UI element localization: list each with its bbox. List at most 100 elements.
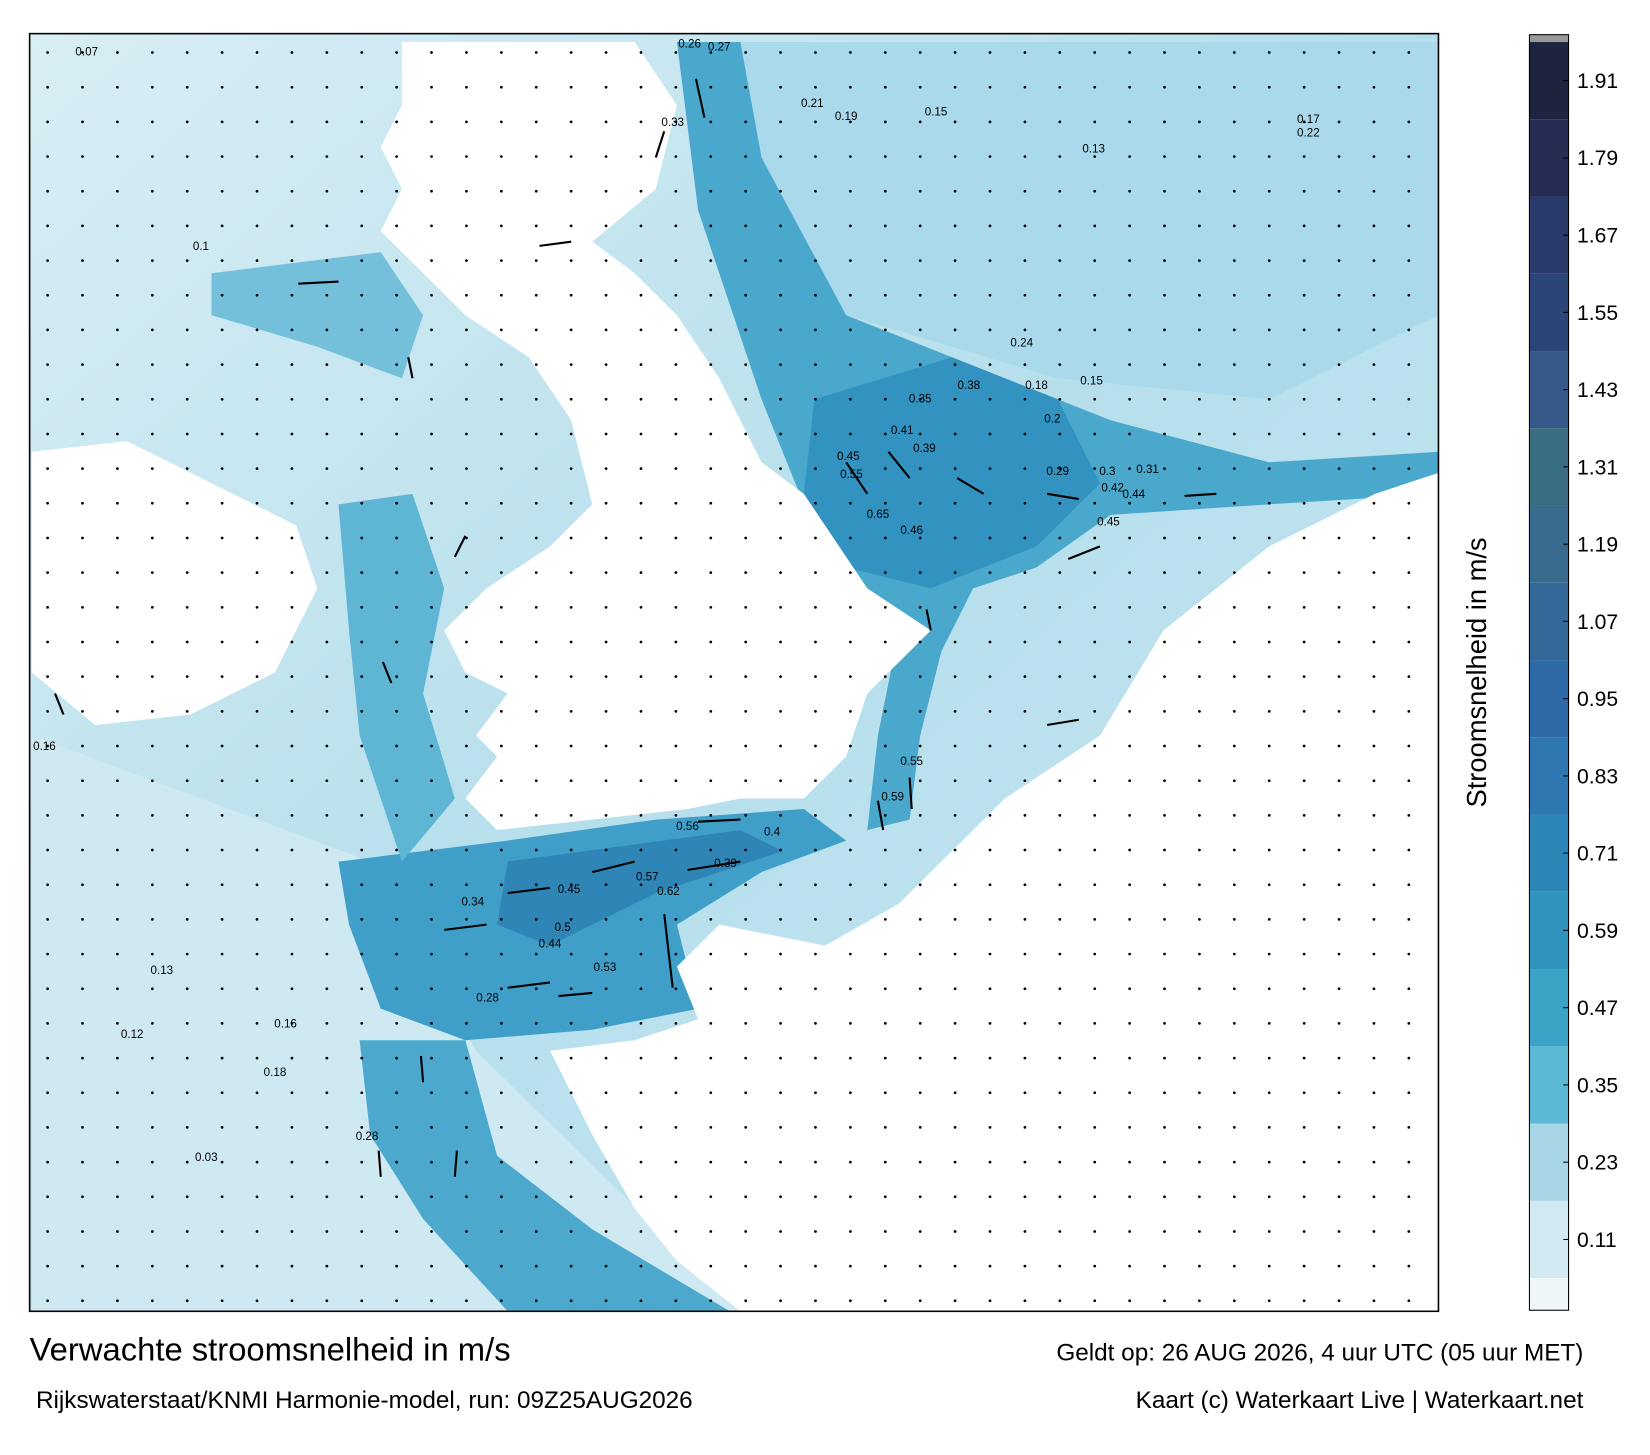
grid-dot [849, 328, 852, 332]
grid-dot [360, 51, 364, 54]
grid-dot [814, 397, 817, 401]
grid-dot [1058, 224, 1062, 228]
grid-dot [953, 605, 957, 609]
grid-dot [569, 501, 573, 505]
grid-dot [1163, 501, 1166, 505]
grid-dot [779, 640, 782, 644]
grid-dot [220, 189, 224, 193]
grid-dot [1372, 883, 1376, 887]
grid-dot [709, 51, 713, 54]
speed-label: 0.13 [1082, 143, 1105, 155]
grid-dot [744, 1126, 748, 1129]
grid-dot [814, 952, 817, 956]
grid-dot [709, 883, 713, 887]
grid-dot [569, 328, 573, 332]
colorbar-tick-label: 1.79 [1577, 147, 1618, 170]
grid-dot [81, 293, 84, 297]
grid-dot [1093, 744, 1097, 748]
grid-dot [1023, 1195, 1027, 1199]
colorbar-cap [1529, 34, 1569, 43]
grid-dot [220, 536, 224, 540]
grid-dot [988, 709, 992, 713]
grid-dot [395, 120, 399, 124]
grid-dot [639, 1195, 643, 1199]
grid-dot [1232, 605, 1236, 609]
grid-dot [639, 1056, 643, 1060]
grid-dot [709, 397, 713, 401]
grid-dot [81, 1126, 84, 1129]
grid-dot [569, 1299, 573, 1303]
grid-dot [1058, 813, 1062, 817]
grid-dot [918, 1299, 922, 1303]
grid-dot [1267, 120, 1271, 124]
grid-dot [988, 779, 992, 783]
grid-dot [1267, 1126, 1271, 1129]
grid-dot [465, 744, 468, 748]
grid-dot [499, 1091, 503, 1095]
speed-label: 0.53 [594, 962, 617, 974]
grid-dot [46, 155, 49, 158]
grid-dot [953, 536, 957, 540]
grid-dot [779, 467, 782, 470]
grid-dot [499, 571, 503, 575]
grid-dot [883, 848, 887, 852]
grid-dot [465, 189, 468, 193]
grid-dot [534, 848, 538, 852]
speed-label: 0.16 [33, 741, 56, 753]
grid-dot [150, 571, 154, 575]
grid-dot [639, 259, 643, 262]
grid-dot [953, 1299, 957, 1303]
credit: Kaart (c) Waterkaart Live | Waterkaart.n… [1136, 1387, 1584, 1414]
speed-label: 0.65 [867, 509, 890, 521]
grid-dot [220, 675, 224, 679]
grid-dot [1337, 605, 1341, 609]
grid-dot [81, 1299, 84, 1303]
grid-dot [1023, 605, 1027, 609]
grid-dot [46, 224, 49, 228]
speed-label: 0.3 [1099, 466, 1115, 478]
grid-dot [604, 536, 608, 540]
speed-label: 0.4 [764, 826, 781, 838]
grid-dot [709, 1022, 713, 1025]
grid-dot [779, 432, 782, 436]
grid-dot [1407, 536, 1411, 540]
grid-dot [534, 1126, 538, 1129]
grid-dot [81, 1160, 84, 1164]
grid-dot [1058, 675, 1062, 679]
colorbar-band [1529, 505, 1569, 583]
grid-dot [1023, 328, 1027, 332]
colorbar-band [1529, 1278, 1569, 1311]
grid-dot [988, 259, 992, 262]
grid-dot [953, 883, 957, 887]
grid-dot [116, 883, 119, 887]
grid-dot [1407, 51, 1411, 54]
grid-dot [1232, 259, 1236, 262]
grid-dot [499, 293, 503, 297]
grid-dot [604, 189, 608, 193]
grid-dot [46, 1022, 49, 1025]
grid-dot [988, 987, 992, 991]
grid-dot [1058, 501, 1062, 505]
grid-dot [430, 363, 433, 366]
grid-dot [849, 987, 852, 991]
grid-dot [465, 1230, 468, 1233]
grid-dot [953, 501, 957, 505]
grid-dot [1198, 1195, 1201, 1199]
grid-dot [1128, 51, 1131, 54]
grid-dot [360, 536, 364, 540]
grid-dot [674, 189, 678, 193]
grid-dot [81, 397, 84, 401]
grid-dot [1128, 432, 1131, 436]
grid-dot [395, 1264, 399, 1268]
grid-dot [430, 397, 433, 401]
colorbar-tick-label: 1.55 [1577, 302, 1618, 325]
grid-dot [744, 1160, 748, 1164]
grid-dot [988, 918, 992, 921]
grid-dot [325, 605, 329, 609]
grid-dot [499, 848, 503, 852]
grid-dot [1198, 467, 1201, 470]
grid-dot [1023, 675, 1027, 679]
grid-dot [1302, 1160, 1306, 1164]
grid-dot [465, 224, 468, 228]
grid-dot [883, 1022, 887, 1025]
